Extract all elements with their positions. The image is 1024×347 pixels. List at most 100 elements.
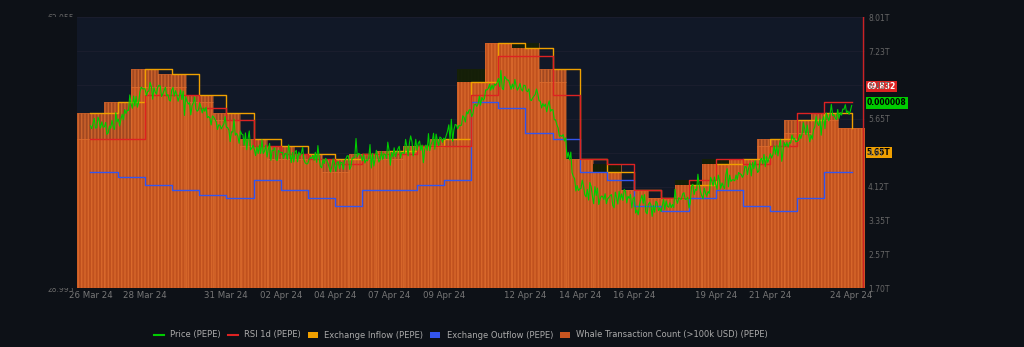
Bar: [512, 43, 539, 288]
Bar: [593, 164, 621, 288]
Bar: [294, 159, 322, 288]
Bar: [403, 146, 430, 288]
Bar: [267, 146, 294, 159]
Bar: [159, 87, 185, 288]
Bar: [104, 102, 131, 138]
Bar: [185, 102, 213, 288]
Bar: [621, 190, 648, 288]
Bar: [376, 159, 403, 288]
Bar: [240, 138, 267, 146]
Bar: [376, 159, 403, 288]
Bar: [757, 138, 783, 146]
Bar: [294, 154, 322, 159]
Bar: [104, 138, 131, 288]
Bar: [213, 120, 240, 288]
Bar: [675, 180, 702, 288]
Bar: [322, 172, 349, 288]
Bar: [185, 95, 213, 102]
Bar: [648, 198, 675, 288]
Bar: [267, 146, 294, 159]
Bar: [240, 146, 267, 288]
Bar: [783, 120, 811, 133]
Bar: [811, 113, 838, 120]
Bar: [77, 138, 104, 288]
Bar: [757, 138, 783, 146]
Bar: [458, 69, 484, 288]
Bar: [430, 146, 458, 288]
Bar: [213, 120, 240, 288]
Bar: [512, 43, 539, 48]
Bar: [702, 159, 729, 288]
Bar: [811, 120, 838, 288]
Bar: [159, 87, 185, 288]
Bar: [675, 180, 702, 288]
Bar: [512, 43, 539, 288]
Bar: [539, 82, 566, 288]
Bar: [702, 159, 729, 288]
Bar: [77, 138, 104, 288]
Bar: [403, 146, 430, 288]
Bar: [322, 159, 349, 172]
Bar: [349, 159, 376, 288]
Bar: [539, 82, 566, 288]
Bar: [838, 128, 865, 288]
Bar: [349, 154, 376, 159]
Bar: [783, 133, 811, 288]
Bar: [77, 138, 104, 288]
Bar: [566, 159, 593, 288]
Bar: [131, 69, 159, 87]
Bar: [213, 120, 240, 288]
Bar: [104, 102, 131, 138]
Bar: [322, 172, 349, 288]
Bar: [185, 102, 213, 288]
Bar: [675, 180, 702, 288]
Bar: [159, 87, 185, 288]
Bar: [484, 43, 512, 288]
Bar: [185, 95, 213, 102]
Bar: [838, 128, 865, 288]
Bar: [430, 146, 458, 288]
Bar: [240, 138, 267, 146]
Text: 69.832: 69.832: [867, 82, 896, 91]
Bar: [757, 146, 783, 288]
Bar: [621, 190, 648, 288]
Bar: [322, 159, 349, 172]
Bar: [811, 113, 838, 120]
Bar: [159, 74, 185, 87]
Bar: [458, 69, 484, 288]
Bar: [403, 146, 430, 288]
Bar: [267, 159, 294, 288]
Bar: [729, 159, 757, 288]
Bar: [349, 159, 376, 288]
Bar: [376, 159, 403, 288]
Bar: [783, 120, 811, 133]
Bar: [838, 128, 865, 288]
Bar: [294, 159, 322, 288]
Bar: [729, 159, 757, 288]
Bar: [458, 69, 484, 288]
Bar: [213, 113, 240, 120]
Bar: [783, 133, 811, 288]
Bar: [77, 113, 104, 138]
Bar: [648, 198, 675, 288]
Bar: [648, 198, 675, 288]
Bar: [131, 69, 159, 87]
Bar: [185, 102, 213, 288]
Bar: [566, 159, 593, 288]
Bar: [430, 138, 458, 146]
Bar: [430, 146, 458, 288]
Bar: [104, 138, 131, 288]
Bar: [539, 69, 566, 82]
Bar: [159, 74, 185, 87]
Bar: [811, 120, 838, 288]
Bar: [104, 138, 131, 288]
Bar: [430, 138, 458, 146]
Bar: [294, 159, 322, 288]
Bar: [757, 146, 783, 288]
Bar: [593, 164, 621, 288]
Bar: [349, 159, 376, 288]
Bar: [131, 87, 159, 288]
Bar: [621, 190, 648, 288]
Bar: [267, 159, 294, 288]
Bar: [484, 43, 512, 288]
